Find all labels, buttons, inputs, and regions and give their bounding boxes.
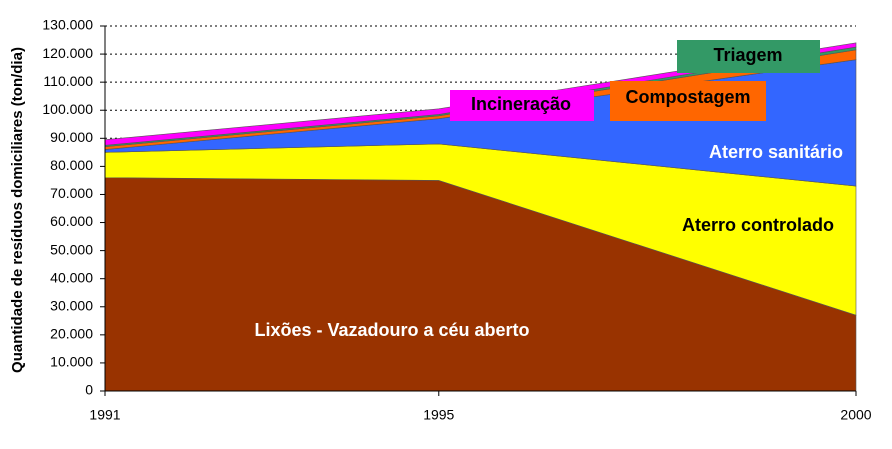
y-tick-label: 130.000 <box>42 17 93 33</box>
y-tick-label: 90.000 <box>50 129 93 145</box>
legend-box <box>677 40 820 73</box>
series-label: Compostagem <box>625 87 750 107</box>
x-tick-label: 2000 <box>840 407 871 423</box>
series-label: Lixões - Vazadouro a céu aberto <box>254 320 529 340</box>
series-label: Aterro sanitário <box>709 142 843 162</box>
y-tick-label: 0 <box>85 382 93 398</box>
y-tick-label: 50.000 <box>50 241 93 257</box>
series-label: Incineração <box>471 94 571 114</box>
y-tick-label: 70.000 <box>50 185 93 201</box>
y-axis-label: Quantidade de resíduos domiciliares (ton… <box>9 47 26 373</box>
y-tick-label: 120.000 <box>42 45 93 61</box>
y-tick-label: 30.000 <box>50 297 93 313</box>
series-label: Aterro controlado <box>682 215 834 235</box>
y-tick-label: 110.000 <box>43 73 93 89</box>
y-tick-label: 10.000 <box>50 354 93 370</box>
y-tick-label: 40.000 <box>50 269 93 285</box>
y-tick-label: 60.000 <box>50 213 93 229</box>
y-tick-label: 100.000 <box>42 101 93 117</box>
legend-box <box>450 90 594 121</box>
series-label: Triagem <box>713 45 782 65</box>
y-tick-label: 80.000 <box>50 157 93 173</box>
x-tick-label: 1991 <box>89 407 120 423</box>
legend-box <box>610 81 766 121</box>
y-tick-label: 20.000 <box>50 326 93 342</box>
x-tick-label: 1995 <box>423 407 454 423</box>
